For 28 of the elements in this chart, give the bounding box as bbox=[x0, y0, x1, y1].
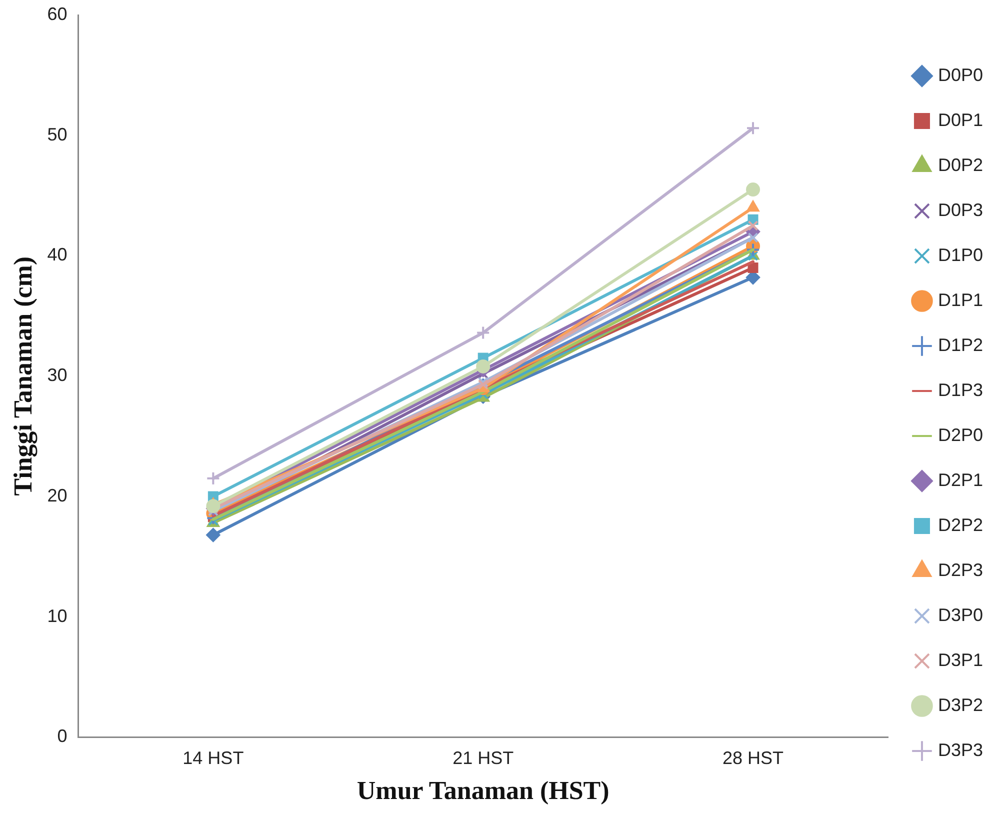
y-tick-label: 60 bbox=[47, 4, 68, 24]
y-tick-label: 10 bbox=[47, 606, 68, 626]
legend-label: D1P2 bbox=[938, 334, 984, 355]
legend-label: D3P1 bbox=[938, 650, 984, 670]
legend-label: D0P0 bbox=[938, 64, 984, 85]
legend-label: D3P3 bbox=[938, 740, 984, 760]
x-axis-title: Umur Tanaman (HST) bbox=[356, 776, 610, 806]
x-tick-label: 14 HST bbox=[182, 748, 244, 768]
legend-label: D2P3 bbox=[938, 560, 984, 580]
legend-label: D1P1 bbox=[938, 290, 984, 310]
x-tick-label: 21 HST bbox=[452, 748, 514, 768]
legend-label: D2P2 bbox=[938, 514, 984, 535]
legend-label: D2P1 bbox=[938, 470, 984, 490]
y-tick-label: 30 bbox=[47, 365, 68, 386]
y-tick-label: 40 bbox=[47, 244, 68, 265]
legend-label: D0P1 bbox=[938, 110, 984, 130]
y-tick-label: 0 bbox=[57, 726, 68, 746]
y-axis-title: Tinggi Tanaman (cm) bbox=[8, 256, 38, 496]
legend-label: D3P2 bbox=[938, 694, 984, 715]
y-tick-label: 50 bbox=[47, 124, 68, 144]
legend-label: D3P0 bbox=[938, 604, 984, 625]
x-tick-label: 28 HST bbox=[722, 748, 784, 768]
y-tick-label: 20 bbox=[47, 485, 68, 506]
legend-label: D0P2 bbox=[938, 154, 984, 175]
legend-label: D1P3 bbox=[938, 380, 984, 400]
legend-label: D0P3 bbox=[938, 200, 984, 220]
legend-label: D1P0 bbox=[938, 244, 984, 265]
legend-label: D2P0 bbox=[938, 424, 984, 445]
